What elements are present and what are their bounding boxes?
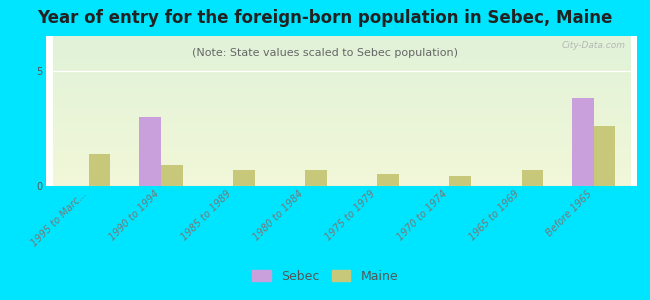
Bar — [449, 176, 471, 186]
Bar — [521, 170, 543, 186]
Bar — [593, 126, 616, 186]
Bar — [306, 170, 327, 186]
Text: Year of entry for the foreign-born population in Sebec, Maine: Year of entry for the foreign-born popul… — [37, 9, 613, 27]
Bar — [161, 165, 183, 186]
Bar — [139, 117, 161, 186]
Bar — [377, 175, 399, 186]
Bar — [233, 170, 255, 186]
Bar — [89, 154, 111, 186]
Bar — [572, 98, 593, 186]
Legend: Sebec, Maine: Sebec, Maine — [247, 265, 403, 288]
Text: (Note: State values scaled to Sebec population): (Note: State values scaled to Sebec popu… — [192, 48, 458, 58]
Text: City-Data.com: City-Data.com — [561, 40, 625, 50]
